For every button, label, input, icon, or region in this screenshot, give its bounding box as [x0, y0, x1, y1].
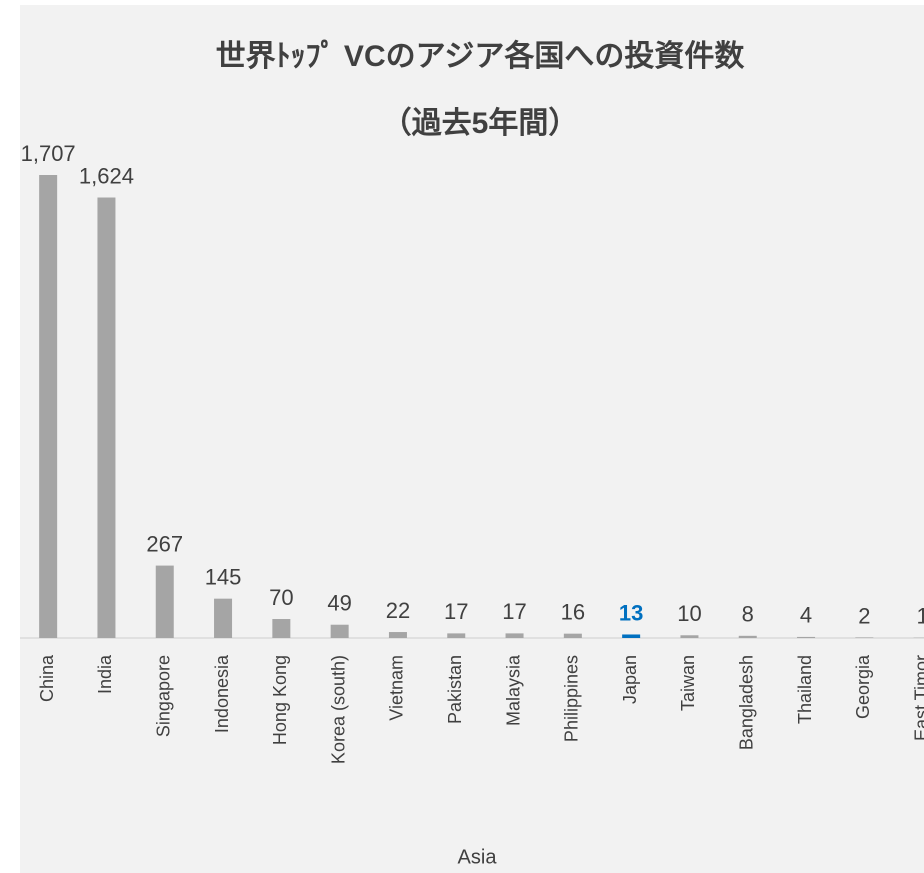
- bar: [39, 175, 58, 638]
- x-tick-label: Pakistan: [445, 655, 465, 724]
- x-tick-label: Hong Kong: [270, 655, 290, 745]
- bar: [97, 197, 116, 639]
- x-tick-label: Japan: [620, 655, 640, 704]
- value-label: 22: [386, 598, 410, 623]
- bar: [738, 635, 757, 638]
- value-label: 4: [800, 603, 812, 628]
- value-label: 17: [444, 599, 468, 624]
- x-axis-label: Asia: [458, 846, 498, 868]
- bar: [563, 633, 582, 638]
- value-label: 49: [327, 591, 351, 616]
- chart-title: 世界ﾄｯﾌﾟ VCのアジア各国への投資件数: [216, 39, 746, 73]
- value-label: 145: [205, 564, 242, 589]
- x-tick-label: China: [37, 654, 57, 702]
- x-tick-label: Korea (south): [328, 655, 348, 764]
- x-tick-label: Vietnam: [387, 655, 407, 721]
- x-tick-label: East Timor: [911, 655, 924, 741]
- x-tick-label: Malaysia: [503, 654, 523, 726]
- x-tick-label: Singapore: [154, 655, 174, 737]
- value-label: 1: [917, 604, 924, 629]
- value-label: 13: [619, 600, 643, 625]
- x-tick-label: Thailand: [795, 655, 815, 724]
- bar: [272, 619, 291, 638]
- chart-background: [20, 5, 924, 873]
- value-label: 16: [561, 599, 585, 624]
- bar: [155, 565, 174, 638]
- x-tick-label: India: [95, 654, 115, 694]
- bar: [680, 635, 699, 638]
- bar: [214, 598, 233, 638]
- bar: [855, 637, 874, 638]
- value-label: 17: [502, 599, 526, 624]
- value-label: 10: [677, 601, 701, 626]
- value-label: 1,707: [21, 141, 76, 166]
- x-tick-label: Bangladesh: [737, 655, 757, 750]
- bar: [388, 632, 407, 638]
- x-tick-label: Taiwan: [678, 655, 698, 711]
- x-tick-label: Georgia: [853, 654, 873, 719]
- bar: [622, 634, 641, 638]
- chart-subtitle: （過去5年間）: [382, 106, 579, 140]
- value-label: 70: [269, 585, 293, 610]
- value-label: 1,624: [79, 163, 134, 188]
- bar: [447, 633, 466, 638]
- value-label: 8: [742, 602, 754, 627]
- x-tick-label: Indonesia: [212, 654, 232, 733]
- bar: [330, 624, 349, 638]
- value-label: 267: [146, 531, 183, 556]
- value-label: 2: [858, 603, 870, 628]
- x-tick-label: Philippines: [562, 655, 582, 742]
- bar: [505, 633, 524, 638]
- bar: [797, 636, 816, 638]
